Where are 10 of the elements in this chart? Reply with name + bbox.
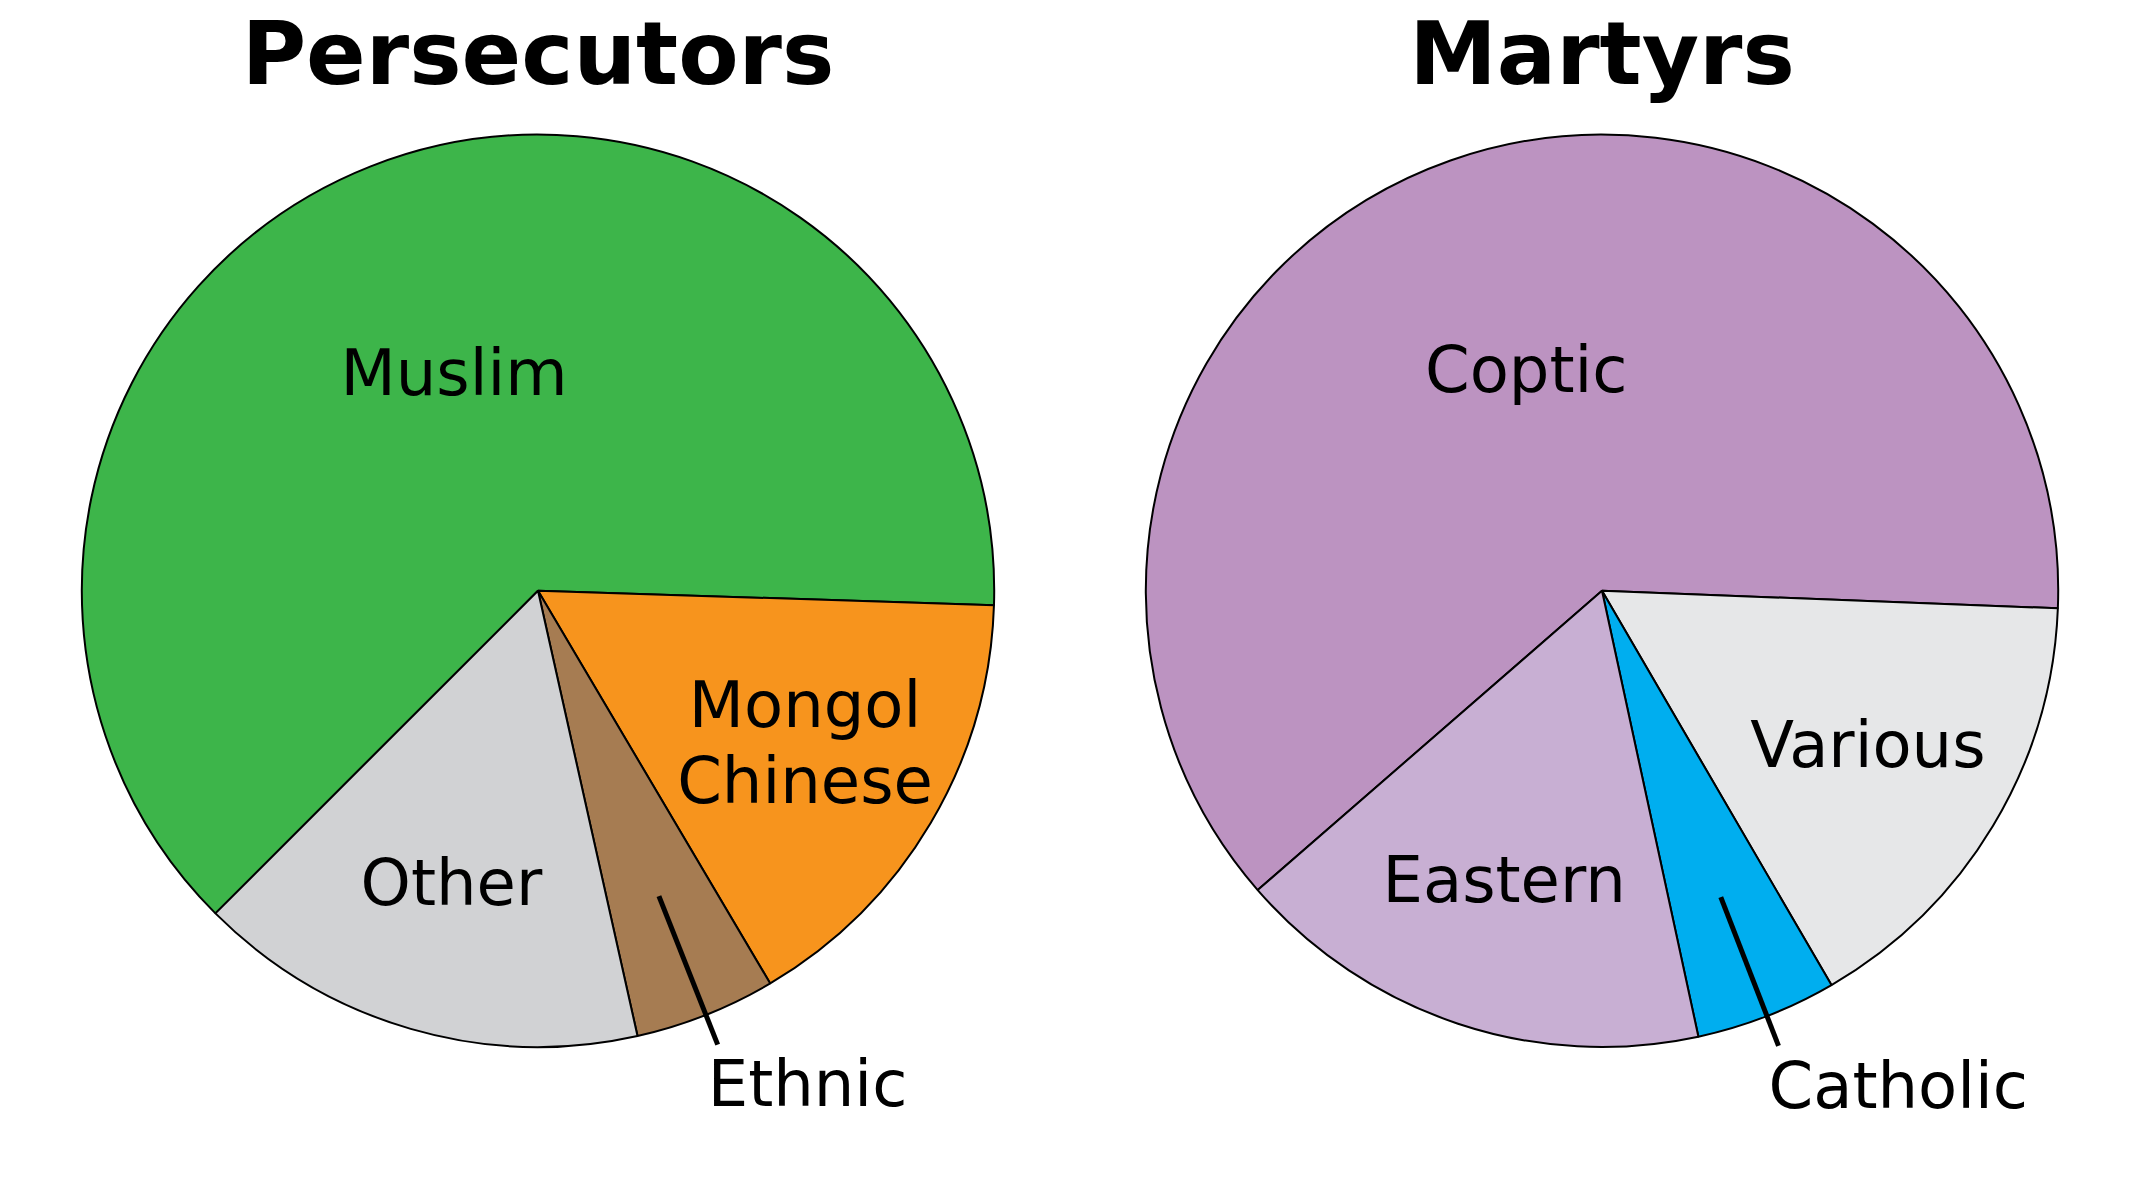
slice-label: Catholic bbox=[1768, 1048, 2028, 1123]
slice-label: Other bbox=[360, 846, 543, 921]
chart-title: Martyrs bbox=[1409, 1, 1795, 105]
slice-label: Muslim bbox=[340, 336, 568, 411]
slice-label: Eastern bbox=[1382, 842, 1626, 917]
slice-label: Ethnic bbox=[707, 1047, 908, 1122]
slice-label: Mongol Chinese bbox=[677, 668, 933, 819]
slice-label: Coptic bbox=[1424, 333, 1628, 408]
slice-label: Various bbox=[1750, 708, 1986, 783]
chart-title: Persecutors bbox=[241, 1, 835, 105]
